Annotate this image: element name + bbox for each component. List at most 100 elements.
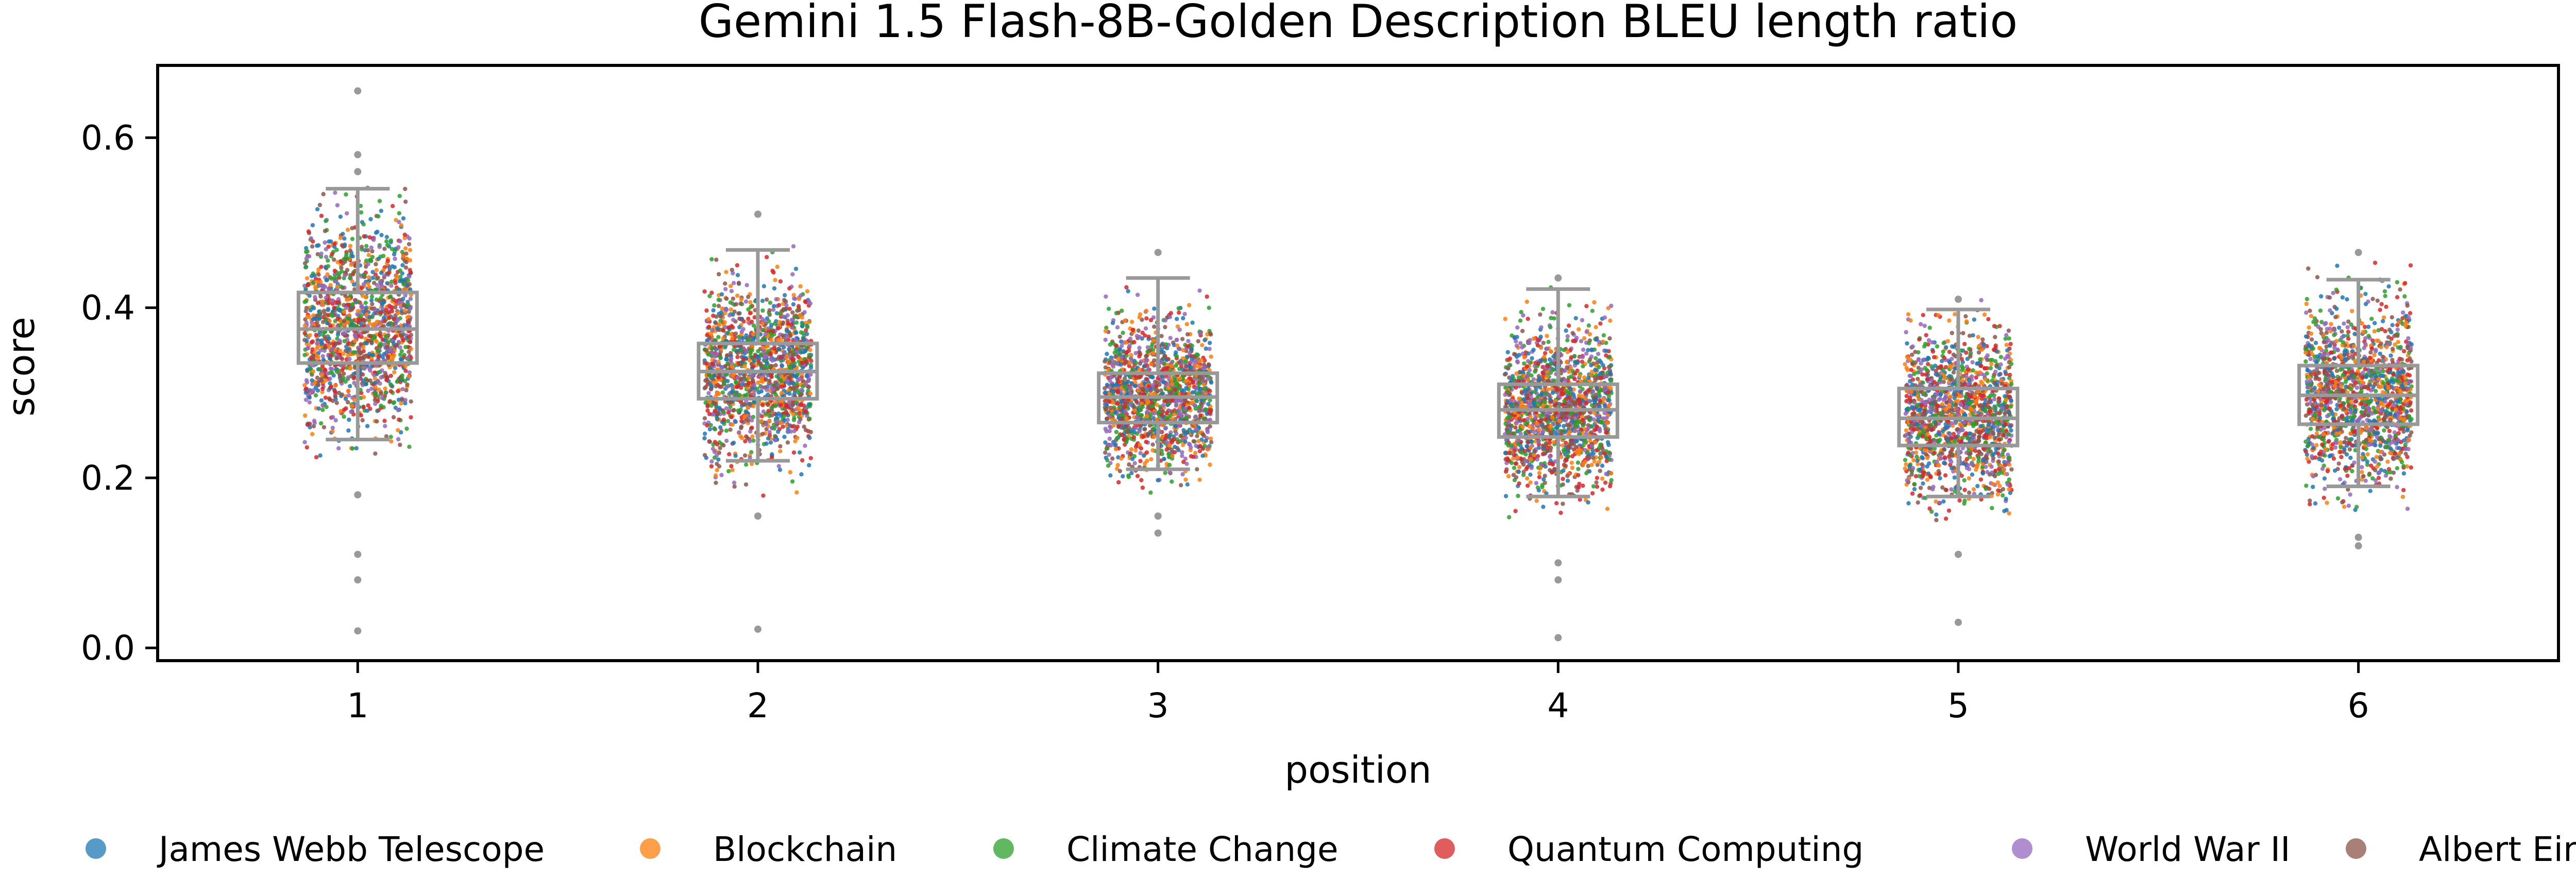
strip-point xyxy=(407,318,412,323)
strip-point xyxy=(1143,326,1148,331)
strip-point xyxy=(784,403,789,408)
strip-point xyxy=(1174,432,1179,436)
strip-point xyxy=(364,244,369,248)
strip-point xyxy=(739,400,743,405)
strip-point xyxy=(403,199,408,204)
strip-point xyxy=(704,361,709,366)
strip-point xyxy=(346,400,350,405)
strip-point xyxy=(1133,351,1138,356)
strip-point xyxy=(716,298,721,302)
strip-point xyxy=(1146,334,1151,339)
strip-point xyxy=(707,324,711,329)
strip-point xyxy=(403,401,408,406)
strip-point xyxy=(345,228,350,232)
strip-point xyxy=(1141,435,1146,439)
strip-point xyxy=(321,283,326,288)
strip-point xyxy=(388,238,393,243)
strip-point xyxy=(1509,460,1514,465)
strip-point xyxy=(787,347,791,352)
strip-point xyxy=(791,450,796,455)
strip-point xyxy=(379,209,383,213)
strip-point xyxy=(366,403,370,408)
strip-point xyxy=(1152,358,1157,363)
strip-point xyxy=(728,427,733,432)
strip-point xyxy=(378,331,383,335)
strip-point xyxy=(765,255,769,260)
strip-point xyxy=(376,256,381,261)
strip-point xyxy=(399,333,404,338)
strip-point xyxy=(310,223,315,228)
strip-point xyxy=(377,354,381,359)
strip-point xyxy=(381,316,386,320)
strip-points xyxy=(302,185,2414,523)
strip-point xyxy=(745,405,750,410)
strip-point xyxy=(804,374,809,378)
strip-point xyxy=(382,419,387,423)
strip-point xyxy=(712,303,717,308)
strip-point xyxy=(336,273,341,278)
strip-point xyxy=(1149,457,1154,461)
strip-point xyxy=(386,355,391,360)
strip-point xyxy=(1118,362,1123,367)
strip-point xyxy=(368,368,372,373)
strip-point xyxy=(391,204,395,209)
strip-point xyxy=(1144,450,1149,455)
strip-point xyxy=(1165,416,1170,421)
strip-point xyxy=(397,417,401,422)
strip-point xyxy=(706,391,711,395)
strip-point xyxy=(1166,452,1171,457)
strip-point xyxy=(1191,454,1196,459)
strip-point xyxy=(732,480,737,485)
strip-point xyxy=(760,432,765,436)
strip-point xyxy=(370,353,375,357)
strip-point xyxy=(315,354,320,359)
strip-point xyxy=(793,266,799,271)
strip-point xyxy=(1114,310,1119,316)
strip-point xyxy=(389,247,395,251)
strip-point xyxy=(333,191,337,195)
strip-point xyxy=(725,378,730,384)
strip-point xyxy=(1125,350,1129,355)
strip-point xyxy=(802,337,806,342)
strip-point xyxy=(751,332,756,337)
strip-point xyxy=(1183,378,1189,383)
strip-point xyxy=(364,305,369,310)
strip-point xyxy=(793,315,798,319)
strip-point xyxy=(713,359,717,364)
strip-point xyxy=(738,434,743,439)
strip-point xyxy=(720,366,724,370)
strip-point xyxy=(1187,406,1192,410)
strip-point xyxy=(735,294,740,298)
strip-point xyxy=(398,239,402,244)
strip-point xyxy=(1151,338,1156,343)
strip-point xyxy=(1177,360,1181,365)
strip-point xyxy=(1124,360,1129,365)
strip-point xyxy=(370,275,375,280)
strip-point xyxy=(772,286,777,291)
strip-point xyxy=(310,244,315,249)
strip-point xyxy=(1173,444,1177,450)
strip-point xyxy=(776,326,781,331)
strip-point xyxy=(307,395,312,400)
strip-point xyxy=(391,415,396,420)
strip-point xyxy=(1168,311,1173,316)
strip-point xyxy=(807,355,811,360)
strip-point xyxy=(372,335,377,339)
strip-point xyxy=(778,449,783,454)
strip-point xyxy=(1137,315,1142,320)
strip-point xyxy=(380,355,385,359)
strip-point xyxy=(760,403,765,407)
strip-point xyxy=(748,439,752,443)
strip-point xyxy=(1136,388,1141,393)
strip-point xyxy=(338,284,344,289)
strip-point xyxy=(342,331,347,336)
strip-point xyxy=(1136,292,1140,297)
strip-point xyxy=(320,403,325,407)
strip-point xyxy=(401,282,406,287)
strip-point xyxy=(1115,325,1120,330)
strip-point xyxy=(400,387,405,391)
strip-point xyxy=(379,233,384,237)
strip-point xyxy=(397,300,402,305)
strip-point xyxy=(737,430,741,435)
strip-point xyxy=(327,287,331,291)
